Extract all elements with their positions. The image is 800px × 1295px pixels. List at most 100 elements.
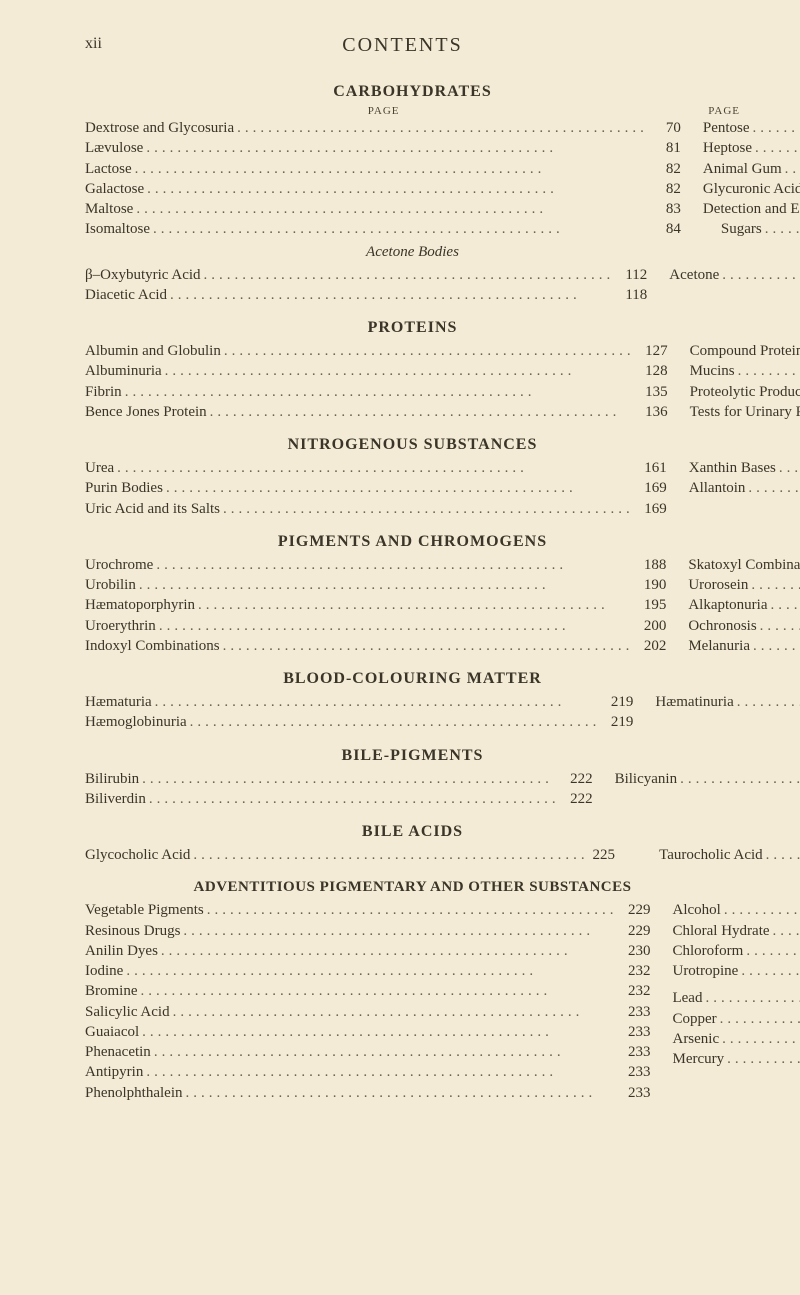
section-proteins: Albumin and Globulin127Albuminuria128Fib… xyxy=(85,341,740,422)
toc-entry: Heptose86 xyxy=(703,138,800,158)
leader-dots xyxy=(114,458,637,478)
toc-label: Sugars xyxy=(703,219,762,239)
section-blood-title: BLOOD-COLOURING MATTER xyxy=(85,670,740,688)
leader-dots xyxy=(187,712,604,732)
toc-label: Animal Gum xyxy=(703,159,782,179)
toc-page: 112 xyxy=(617,265,647,285)
toc-entry: Taurocholic Acid 226 xyxy=(659,845,800,865)
toc-page: 233 xyxy=(620,1062,650,1082)
toc-entry: Hæmaturia219 xyxy=(85,692,633,712)
toc-entry: Urorosein210 xyxy=(688,575,800,595)
toc-page: 229 xyxy=(620,900,650,920)
toc-label: Antipyrin xyxy=(85,1062,143,1082)
toc-label: Phenacetin xyxy=(85,1042,151,1062)
toc-label: Dextrose and Glycosuria xyxy=(85,118,234,138)
leader-dots xyxy=(234,118,651,138)
toc-page: 225 xyxy=(585,845,615,865)
toc-entry: Melanuria217 xyxy=(688,636,800,656)
leader-dots xyxy=(743,941,800,961)
toc-label: Xanthin Bases xyxy=(689,458,776,478)
toc-label: Salicylic Acid xyxy=(85,1002,170,1022)
toc-label: Mucins xyxy=(690,361,735,381)
toc-entry: Biliverdin222 xyxy=(85,789,593,809)
toc-label: Hæmoglobinuria xyxy=(85,712,187,732)
section-pigments-title: PIGMENTS AND CHROMOGENS xyxy=(85,533,740,551)
toc-page: 83 xyxy=(651,199,681,219)
toc-label: Allantoin xyxy=(689,478,746,498)
section-blood: Hæmaturia219Hæmoglobinuria219 Hæmatinuri… xyxy=(85,692,740,733)
toc-entry: β–Oxybutyric Acid112 xyxy=(85,265,647,285)
toc-label: Ochronosis xyxy=(688,616,756,636)
toc-entry: Uroerythrin200 xyxy=(85,616,666,636)
leader-dots xyxy=(132,159,651,179)
toc-label: Copper xyxy=(672,1009,716,1029)
toc-page: 230 xyxy=(620,941,650,961)
section-carbohydrates-title: CARBOHYDRATES xyxy=(85,83,740,101)
toc-entry: Mercury236 xyxy=(672,1049,800,1069)
section-bilepig-title: BILE-PIGMENTS xyxy=(85,747,740,765)
toc-label: Arsenic xyxy=(672,1029,719,1049)
toc-entry: Urea161 xyxy=(85,458,667,478)
toc-label: Maltose xyxy=(85,199,133,219)
leader-dots xyxy=(724,1049,800,1069)
toc-page: 219 xyxy=(603,712,633,732)
leader-dots xyxy=(190,845,585,865)
toc-page: 169 xyxy=(637,499,667,519)
leader-dots xyxy=(143,1062,620,1082)
toc-entry: Phenacetin233 xyxy=(85,1042,650,1062)
toc-entry: Uric Acid and its Salts 169 xyxy=(85,499,667,519)
leader-dots xyxy=(136,575,637,595)
leader-dots xyxy=(770,921,800,941)
toc-label: Anilin Dyes xyxy=(85,941,158,961)
toc-page: 233 xyxy=(620,1022,650,1042)
toc-entry: Phenolphthalein233 xyxy=(85,1083,650,1103)
toc-label: Urobilin xyxy=(85,575,136,595)
running-page-number: xii xyxy=(85,35,102,53)
leader-dots xyxy=(122,382,638,402)
section-bilepig: Bilirubin222Biliverdin222 Bilicyanin223 xyxy=(85,769,740,810)
page-label: PAGE xyxy=(85,105,402,117)
section-acetone: β–Oxybutyric Acid112Diacetic Acid118 Ace… xyxy=(85,265,740,306)
toc-page: 232 xyxy=(620,961,650,981)
toc-entry: Allantoin186 xyxy=(689,478,800,498)
toc-entry: Xanthin Bases180 xyxy=(689,458,800,478)
toc-label: Skatoxyl Combinations xyxy=(688,555,800,575)
toc-entry: Pentose84 xyxy=(703,118,800,138)
toc-label: Lead xyxy=(672,988,702,1008)
toc-entry: Anilin Dyes 230 xyxy=(85,941,650,961)
toc-entry: Guaiacol233 xyxy=(85,1022,650,1042)
toc-entry: Lævulose81 xyxy=(85,138,681,158)
leader-dots xyxy=(138,981,621,1001)
toc-entry: Compound Protein138 xyxy=(690,341,800,361)
toc-page: 222 xyxy=(563,769,593,789)
toc-label: Acetone xyxy=(669,265,719,285)
toc-label: Hæmaturia xyxy=(85,692,152,712)
toc-label: Uric Acid and its Salts xyxy=(85,499,220,519)
toc-label: Phenolphthalein xyxy=(85,1083,183,1103)
section-proteins-title: PROTEINS xyxy=(85,319,740,337)
leader-dots xyxy=(183,1083,621,1103)
toc-entry: Mucins140 xyxy=(690,361,800,381)
leader-dots xyxy=(768,595,800,615)
toc-entry: Alcohol233 xyxy=(672,900,800,920)
toc-page: 128 xyxy=(638,361,668,381)
toc-entry: Arsenic235 xyxy=(672,1029,800,1049)
section-nitrogenous: Urea161Purin Bodies169Uric Acid and its … xyxy=(85,458,740,519)
toc-entry: Purin Bodies169 xyxy=(85,478,667,498)
toc-entry: Hæmoglobinuria 219 xyxy=(85,712,633,732)
toc-entry: Albumin and Globulin127 xyxy=(85,341,668,361)
toc-entry: Acetone120 xyxy=(669,265,800,285)
toc-entry: Copper235 xyxy=(672,1009,800,1029)
toc-label: Vegetable Pigments xyxy=(85,900,204,920)
toc-entry: Glycuronic Acid87 xyxy=(703,179,800,199)
toc-label: Urotropine xyxy=(672,961,738,981)
toc-entry: Sugars90 xyxy=(703,219,800,239)
toc-label: Fibrin xyxy=(85,382,122,402)
toc-label: Lævulose xyxy=(85,138,143,158)
toc-page: 161 xyxy=(637,458,667,478)
leader-dots xyxy=(719,1029,800,1049)
toc-page: 127 xyxy=(638,341,668,361)
toc-label: Urochrome xyxy=(85,555,153,575)
leader-dots xyxy=(144,179,651,199)
leader-dots xyxy=(735,361,800,381)
